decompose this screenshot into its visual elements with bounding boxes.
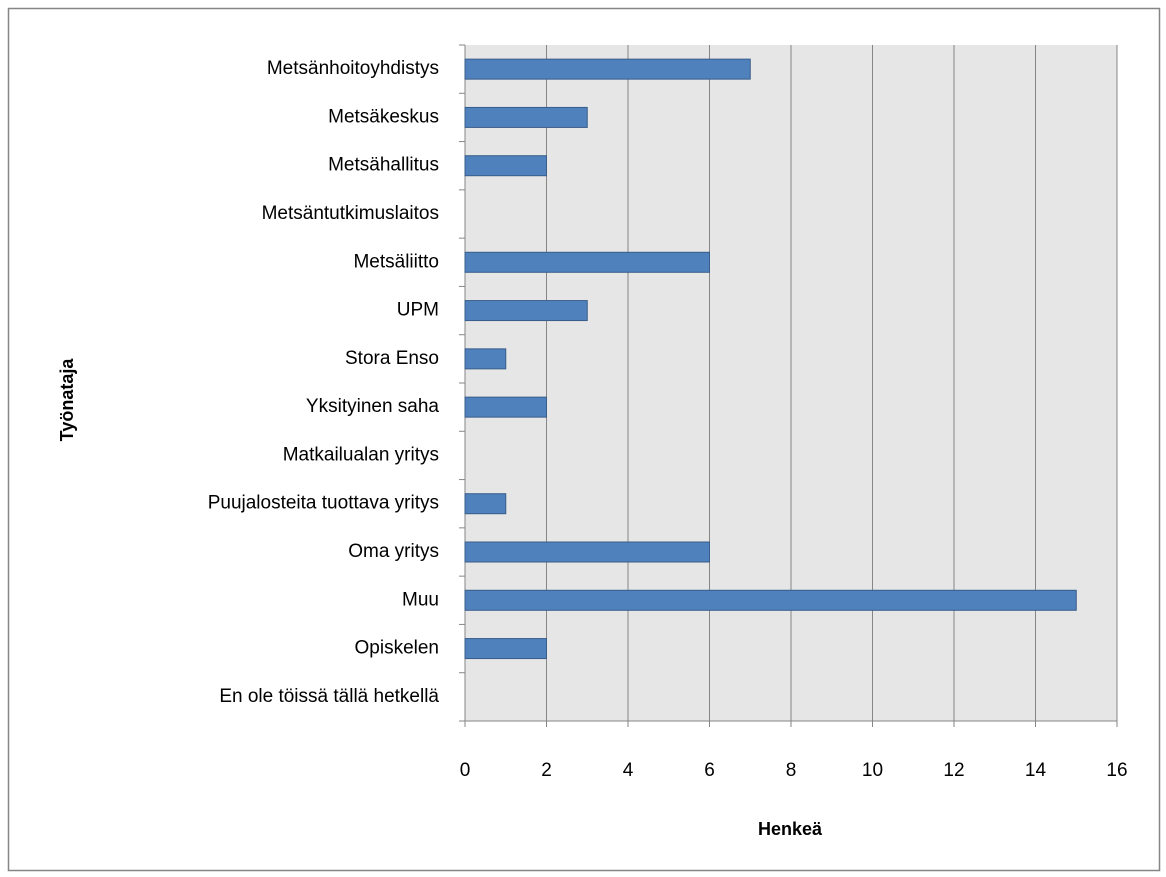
y-tick-label: Puujalosteita tuottava yritys: [208, 493, 439, 514]
bar: [464, 493, 507, 515]
x-tick-label: 4: [623, 760, 634, 781]
y-tick-label: Metsähallitus: [328, 155, 439, 176]
x-tick-label: 14: [1025, 760, 1047, 781]
y-tick-label: Matkailualan yritys: [283, 444, 439, 465]
y-tick-label: Metsäntutkimuslaitos: [262, 203, 439, 224]
bar: [464, 589, 1077, 611]
y-tick-label: Metsäkeskus: [328, 106, 439, 127]
x-tick-label: 10: [862, 760, 883, 781]
y-tick-label: Opiskelen: [355, 638, 440, 659]
bar: [464, 155, 547, 177]
bar: [464, 638, 547, 660]
bar: [464, 106, 588, 128]
bar: [464, 541, 710, 563]
y-tick-label: Oma yritys: [348, 541, 439, 562]
y-tick-label: Muu: [402, 589, 439, 610]
x-tick-label: 6: [704, 760, 715, 781]
y-tick-label: Metsänhoitoyhdistys: [267, 58, 439, 79]
y-tick-label: Stora Enso: [345, 348, 439, 369]
x-axis-title: Henkeä: [758, 819, 823, 839]
bar: [464, 251, 710, 273]
y-tick-label: Yksityinen saha: [306, 396, 440, 417]
x-tick-label: 16: [1106, 760, 1127, 781]
y-tick-label: Metsäliitto: [353, 251, 439, 272]
bar: [464, 58, 751, 80]
y-tick-label: UPM: [397, 300, 439, 321]
bar: [464, 348, 507, 370]
x-tick-label: 2: [541, 760, 552, 781]
y-tick-label: En ole töissä tällä hetkellä: [219, 686, 439, 707]
x-tick-label: 12: [943, 760, 964, 781]
bar: [464, 300, 588, 322]
x-tick-label: 8: [786, 760, 797, 781]
x-tick-label: 0: [460, 760, 471, 781]
y-axis-title: Työnataja: [57, 358, 77, 442]
bar: [464, 396, 547, 418]
